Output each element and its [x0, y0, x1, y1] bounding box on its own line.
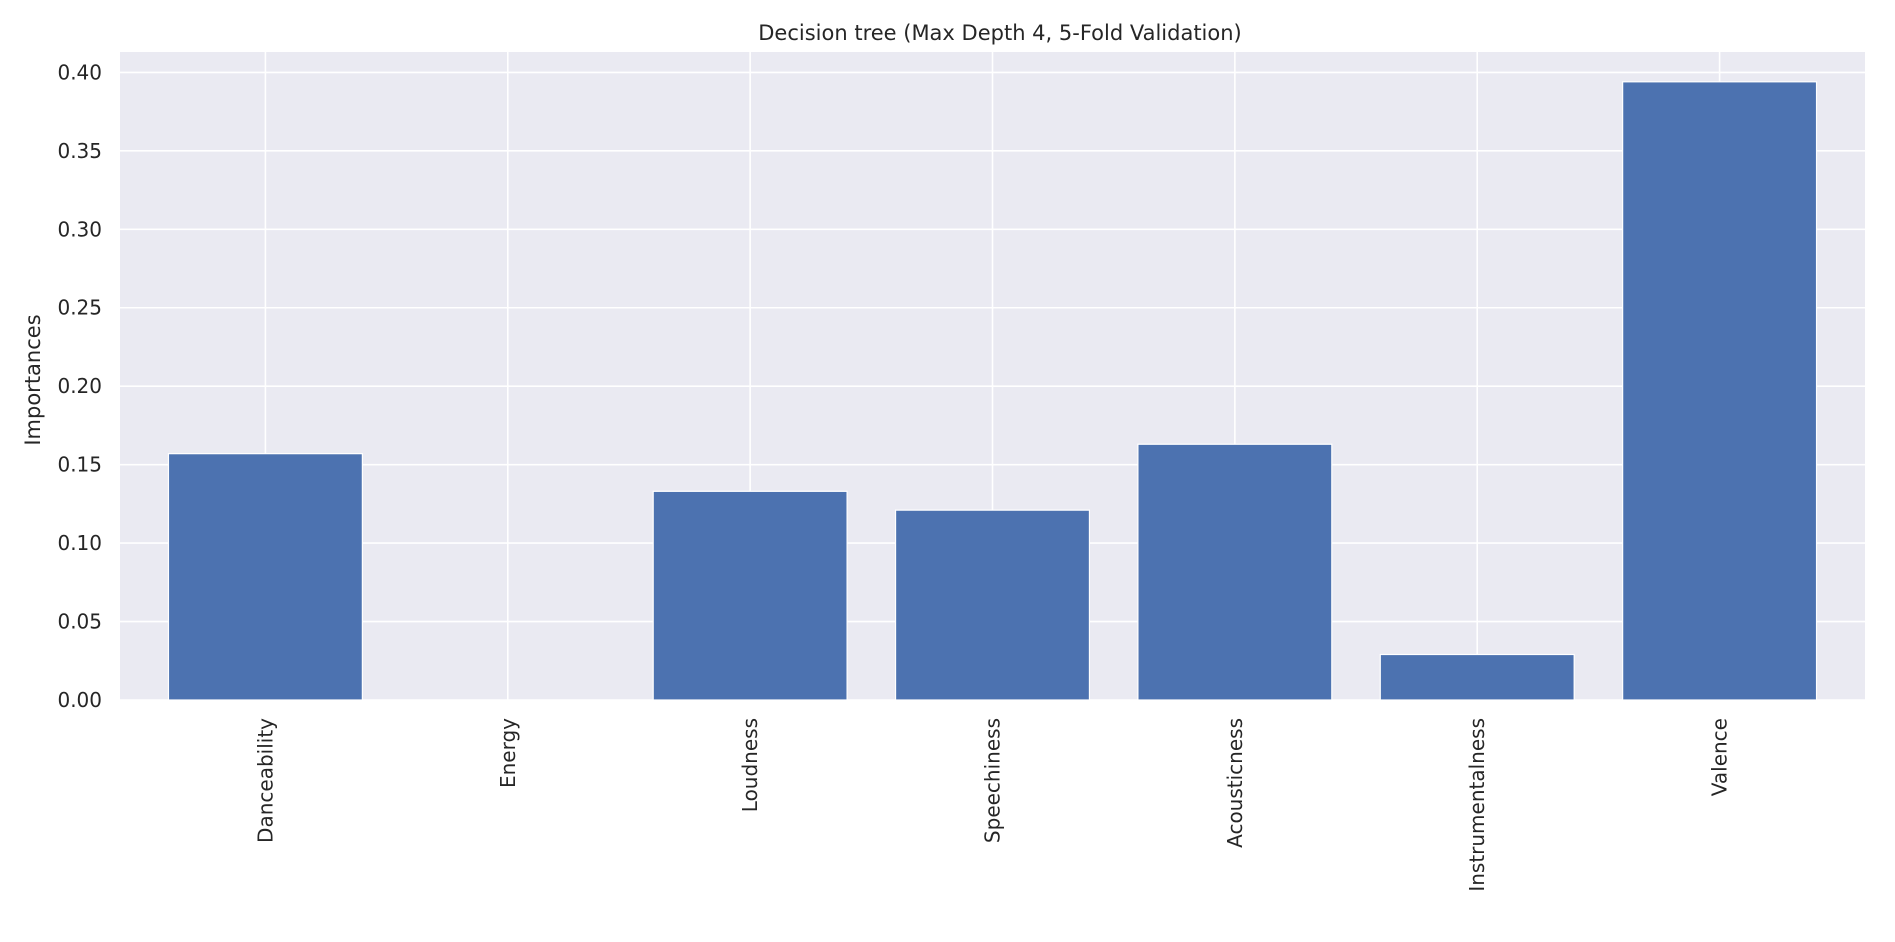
- bar-danceability: [167, 453, 363, 701]
- x-ticks: Danceability Energy Loudness Speechiness Aco…: [253, 718, 1731, 892]
- x-tick-label: Danceability: [253, 718, 277, 843]
- bar-valence: [1622, 81, 1818, 701]
- y-tick-label: 0.20: [57, 374, 102, 398]
- x-tick-label: Acousticness: [1223, 718, 1247, 848]
- x-tick-label: Valence: [1708, 718, 1732, 796]
- x-tick-label: Loudness: [738, 718, 762, 812]
- bar-speechiness: [894, 509, 1091, 701]
- y-tick-label: 0.15: [57, 453, 102, 477]
- bars: [167, 81, 1818, 701]
- y-ticks: 0.00 0.05 0.10 0.15 0.20 0.25 0.30 0.35 0.40: [57, 60, 102, 712]
- x-tick-label: Instrumentalness: [1465, 718, 1489, 892]
- chart-title: Decision tree (Max Depth 4, 5-Fold Valid…: [758, 21, 1241, 45]
- y-tick-label: 0.10: [57, 531, 102, 555]
- x-tick-label: Speechiness: [981, 718, 1005, 843]
- y-tick-label: 0.00: [57, 688, 102, 712]
- y-tick-label: 0.40: [57, 60, 102, 84]
- x-tick-label: Energy: [496, 718, 520, 788]
- bar-instrumentalness: [1379, 653, 1575, 701]
- bar-loudness: [652, 490, 848, 701]
- y-tick-label: 0.35: [57, 139, 102, 163]
- y-tick-label: 0.05: [57, 610, 102, 634]
- y-axis-label: Importances: [21, 314, 45, 445]
- bar-acousticness: [1137, 443, 1333, 701]
- y-tick-label: 0.25: [57, 296, 102, 320]
- y-tick-label: 0.30: [57, 217, 102, 241]
